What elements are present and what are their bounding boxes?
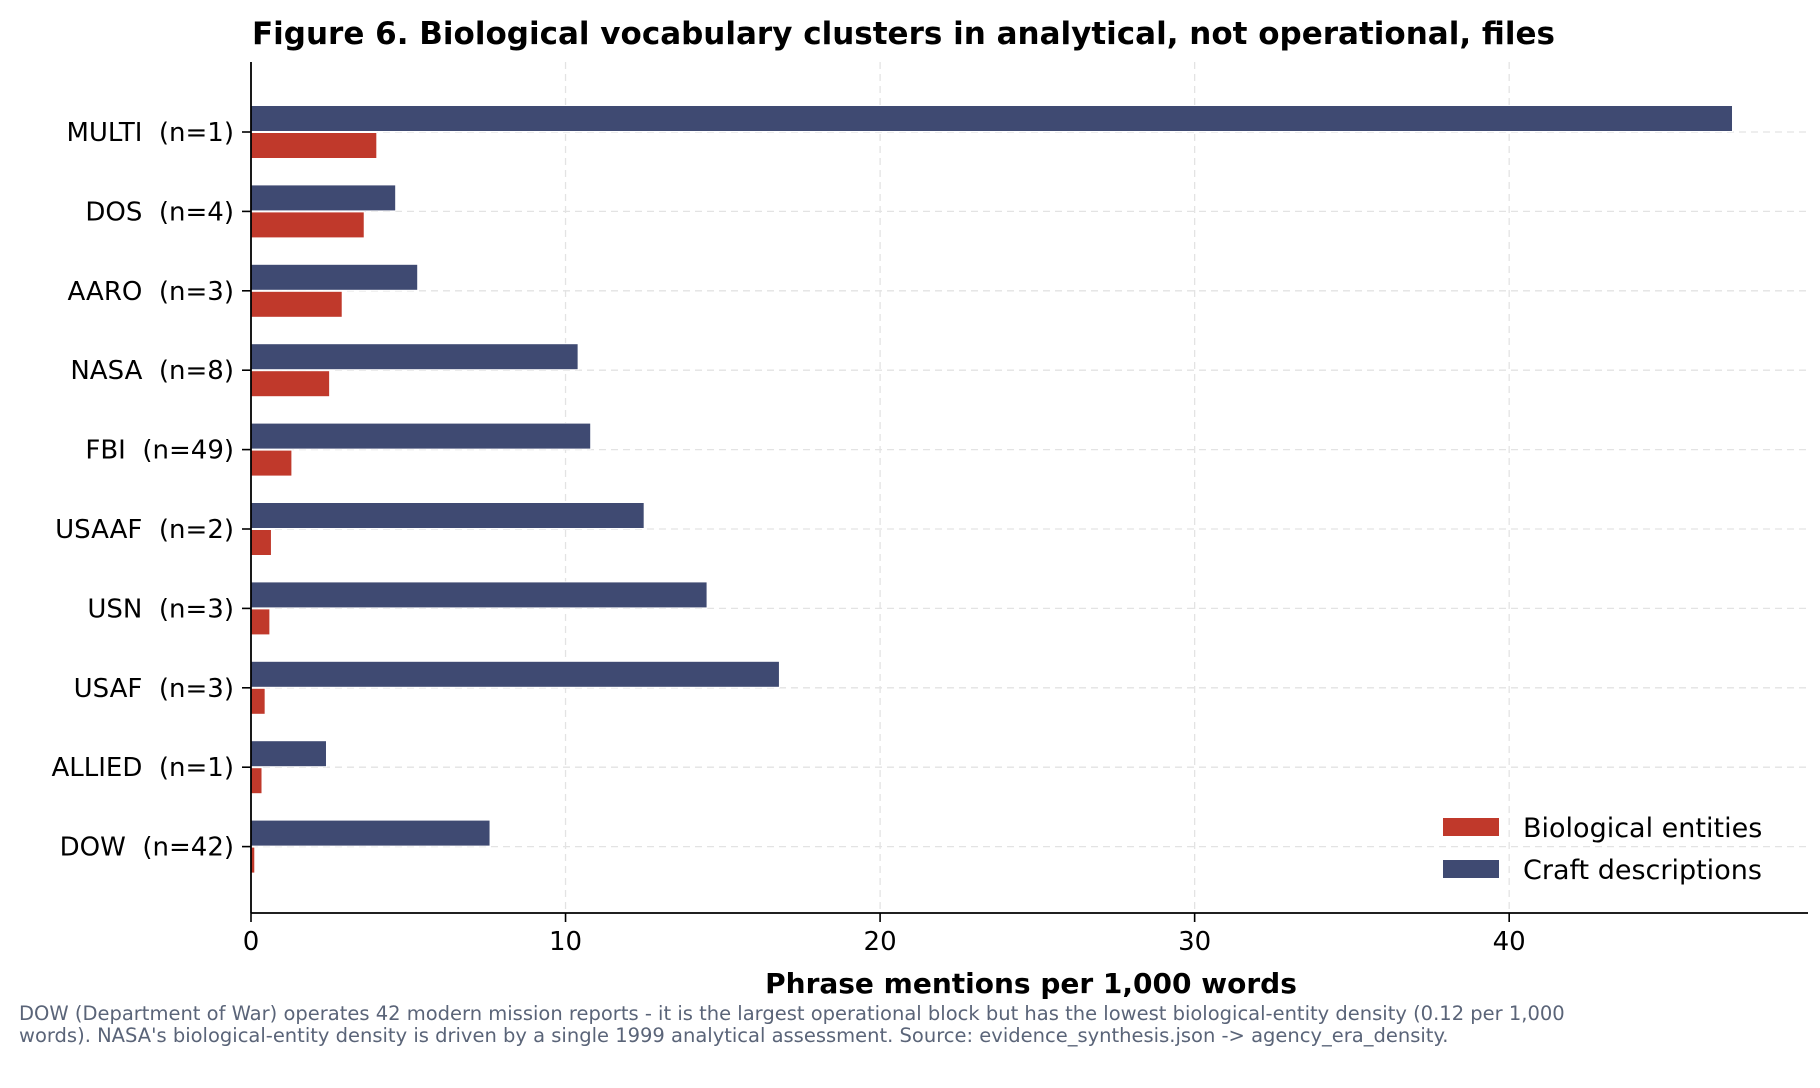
bar-craft-descriptions <box>250 343 579 371</box>
bar-biological-entities <box>250 370 331 398</box>
bar-biological-entities <box>250 767 263 795</box>
bars <box>250 105 1734 874</box>
bar-craft-descriptions <box>250 184 397 212</box>
bar-biological-entities <box>250 687 266 715</box>
bar-craft-descriptions <box>250 263 419 291</box>
y-tick-label: DOS (n=4) <box>85 197 234 227</box>
y-tick-label: NASA (n=8) <box>70 356 234 386</box>
x-axis-label: Phrase mentions per 1,000 words <box>765 967 1297 1000</box>
y-tick-label: FBI (n=49) <box>85 436 234 466</box>
tick-labels: MULTI (n=1) DOS (n=4) AARO (n=3) NASA (n=8)… <box>52 118 1526 957</box>
bar-biological-entities <box>250 449 293 477</box>
y-tick-label: USAAF (n=2) <box>55 515 234 545</box>
y-tick-label: USAF (n=3) <box>74 674 234 704</box>
legend-swatch <box>1443 860 1499 878</box>
x-tick-label: 40 <box>1493 927 1526 957</box>
bar-biological-entities <box>250 290 343 318</box>
bar-craft-descriptions <box>250 581 708 609</box>
axes <box>242 62 1808 922</box>
legend-label: Biological entities <box>1523 813 1762 844</box>
y-tick-label: AARO (n=3) <box>68 277 234 307</box>
legend-swatch <box>1443 818 1499 836</box>
bar-craft-descriptions <box>250 422 592 450</box>
figure-caption: DOW (Department of War) operates 42 mode… <box>19 1002 1565 1047</box>
legend: Biological entities Craft descriptions <box>1443 813 1762 886</box>
bar-craft-descriptions <box>250 819 491 847</box>
bar-craft-descriptions <box>250 660 780 688</box>
bar-biological-entities <box>250 211 365 239</box>
bar-craft-descriptions <box>250 105 1734 132</box>
x-tick-label: 30 <box>1178 927 1211 957</box>
y-tick-label: MULTI (n=1) <box>66 118 234 148</box>
y-tick-label: USN (n=3) <box>87 594 234 624</box>
bar-biological-entities <box>250 529 272 556</box>
chart-title: Figure 6. Biological vocabulary clusters… <box>252 16 1555 52</box>
bar-craft-descriptions <box>250 740 327 768</box>
x-tick-label: 0 <box>243 927 260 957</box>
bar-biological-entities <box>250 608 271 636</box>
bar-craft-descriptions <box>250 502 645 529</box>
y-tick-label: ALLIED (n=1) <box>52 753 235 783</box>
legend-label: Craft descriptions <box>1523 855 1762 886</box>
y-tick-label: DOW (n=42) <box>60 833 234 863</box>
bar-biological-entities <box>250 132 378 159</box>
x-tick-label: 10 <box>549 927 582 957</box>
x-tick-label: 20 <box>864 927 897 957</box>
gridlines <box>251 62 1808 913</box>
